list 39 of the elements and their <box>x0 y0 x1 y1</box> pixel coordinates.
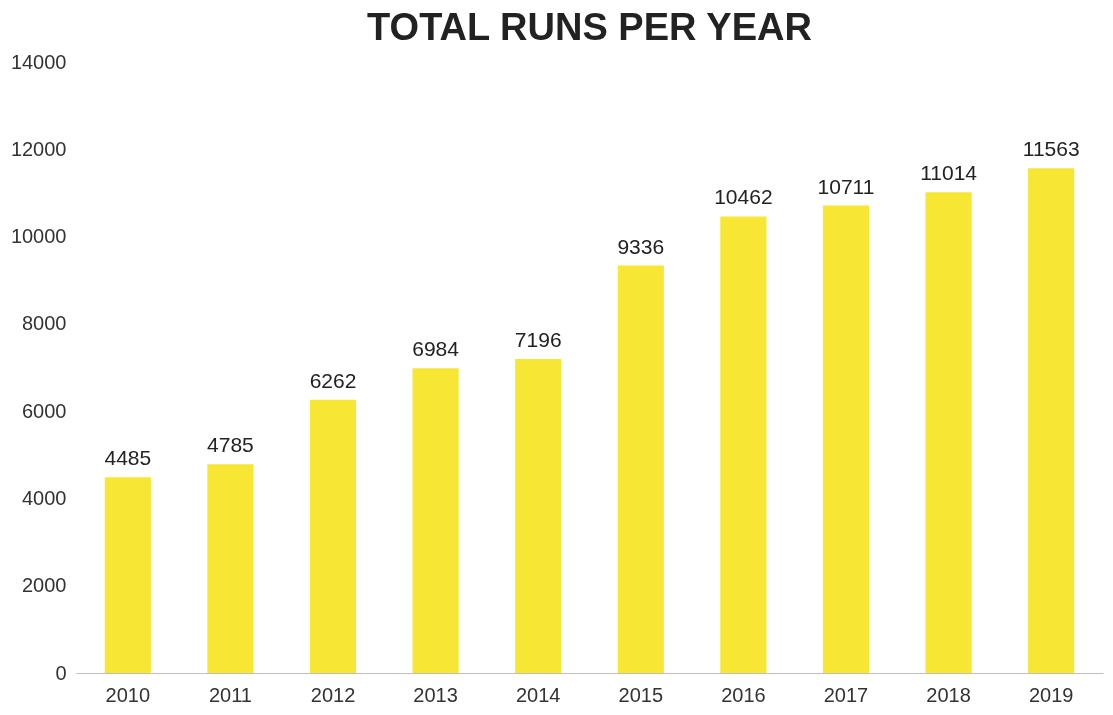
data-label: 9336 <box>617 234 665 258</box>
x-tick-label: 2019 <box>1028 683 1074 706</box>
bar <box>104 477 151 673</box>
x-tick-label: 2011 <box>208 683 252 706</box>
x-tick-label: 2012 <box>310 683 356 706</box>
bar <box>412 368 459 673</box>
y-tick-label: 12000 <box>10 137 67 160</box>
x-tick-label: 2018 <box>926 683 971 706</box>
data-label: 11563 <box>1022 137 1080 161</box>
x-tick-label: 2017 <box>823 683 869 706</box>
y-tick-label: 14000 <box>10 50 67 73</box>
y-tick-label: 0 <box>55 661 67 684</box>
data-label: 4485 <box>104 446 152 470</box>
x-tick-label: 2013 <box>413 683 458 706</box>
y-tick-label: 4000 <box>22 486 67 509</box>
data-label: 6984 <box>412 337 460 361</box>
data-label: 10711 <box>817 174 875 198</box>
bar <box>309 399 357 673</box>
data-label: 11014 <box>920 161 978 185</box>
y-tick-label: 8000 <box>22 312 67 335</box>
data-label: 7196 <box>514 327 562 351</box>
x-tick-label: 2016 <box>721 683 766 706</box>
data-label: 6262 <box>309 368 357 392</box>
x-tick-label: 2015 <box>618 683 664 706</box>
data-label: 4785 <box>207 433 254 457</box>
bar <box>617 265 664 673</box>
chart-title: TOTAL RUNS PER YEAR <box>367 6 812 48</box>
bar <box>515 358 562 673</box>
y-tick-label: 6000 <box>22 399 67 422</box>
x-tick-label: 2014 <box>515 683 561 706</box>
y-tick-label: 2000 <box>22 574 67 597</box>
bar <box>207 464 254 673</box>
bar <box>822 205 870 673</box>
bar <box>720 216 767 673</box>
x-tick-label: 2010 <box>105 683 151 706</box>
bar <box>1028 168 1075 673</box>
y-tick-label: 10000 <box>10 225 67 248</box>
data-label: 10462 <box>714 185 773 209</box>
bar <box>925 192 972 673</box>
